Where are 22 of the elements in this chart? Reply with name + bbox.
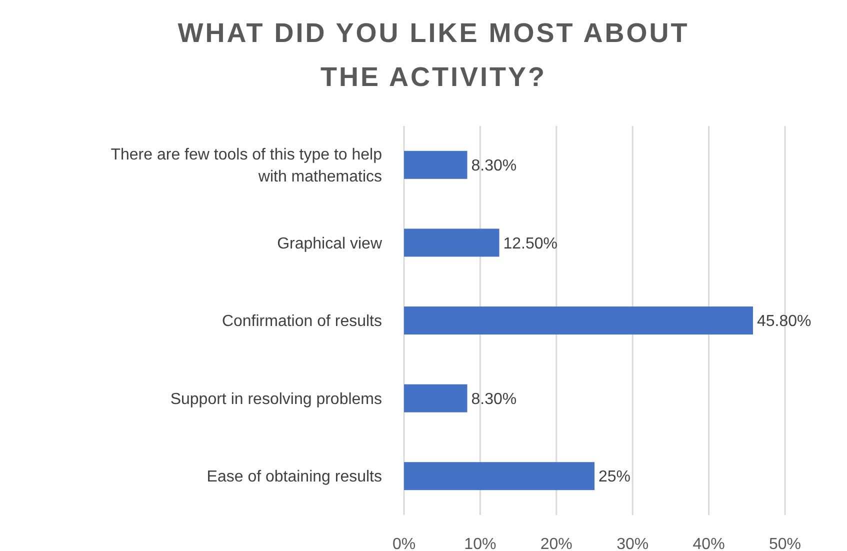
y-tick-label: Confirmation of results [222, 313, 382, 330]
x-tick-label: 50% [768, 536, 802, 551]
bar [404, 228, 500, 257]
chart-title: WHAT DID YOU LIKE MOST ABOUT THE ACTIVITY? [178, 18, 690, 92]
y-tick-label: Ease of obtaining results [206, 468, 382, 486]
data-label: 45.80% [756, 313, 812, 330]
data-label: 25% [598, 468, 631, 486]
bar [404, 150, 468, 179]
data-label: 12.50% [503, 235, 558, 252]
data-label: 8.30% [471, 158, 517, 174]
y-tick-label: There are few tools of this type to help with mathematics [110, 146, 382, 186]
bar [404, 462, 594, 490]
x-tick-label: 30% [616, 536, 649, 551]
x-tick-label: 10% [464, 536, 496, 551]
bar [404, 306, 753, 335]
y-tick-label: Graphical view [277, 235, 382, 252]
x-tick-label: 40% [692, 536, 725, 551]
bar [404, 384, 468, 412]
y-tick-label: Support in resolving problems [170, 390, 382, 408]
x-tick-label: 0% [392, 536, 416, 551]
data-label: 8.30% [471, 390, 517, 408]
x-tick-label: 20% [540, 536, 572, 551]
